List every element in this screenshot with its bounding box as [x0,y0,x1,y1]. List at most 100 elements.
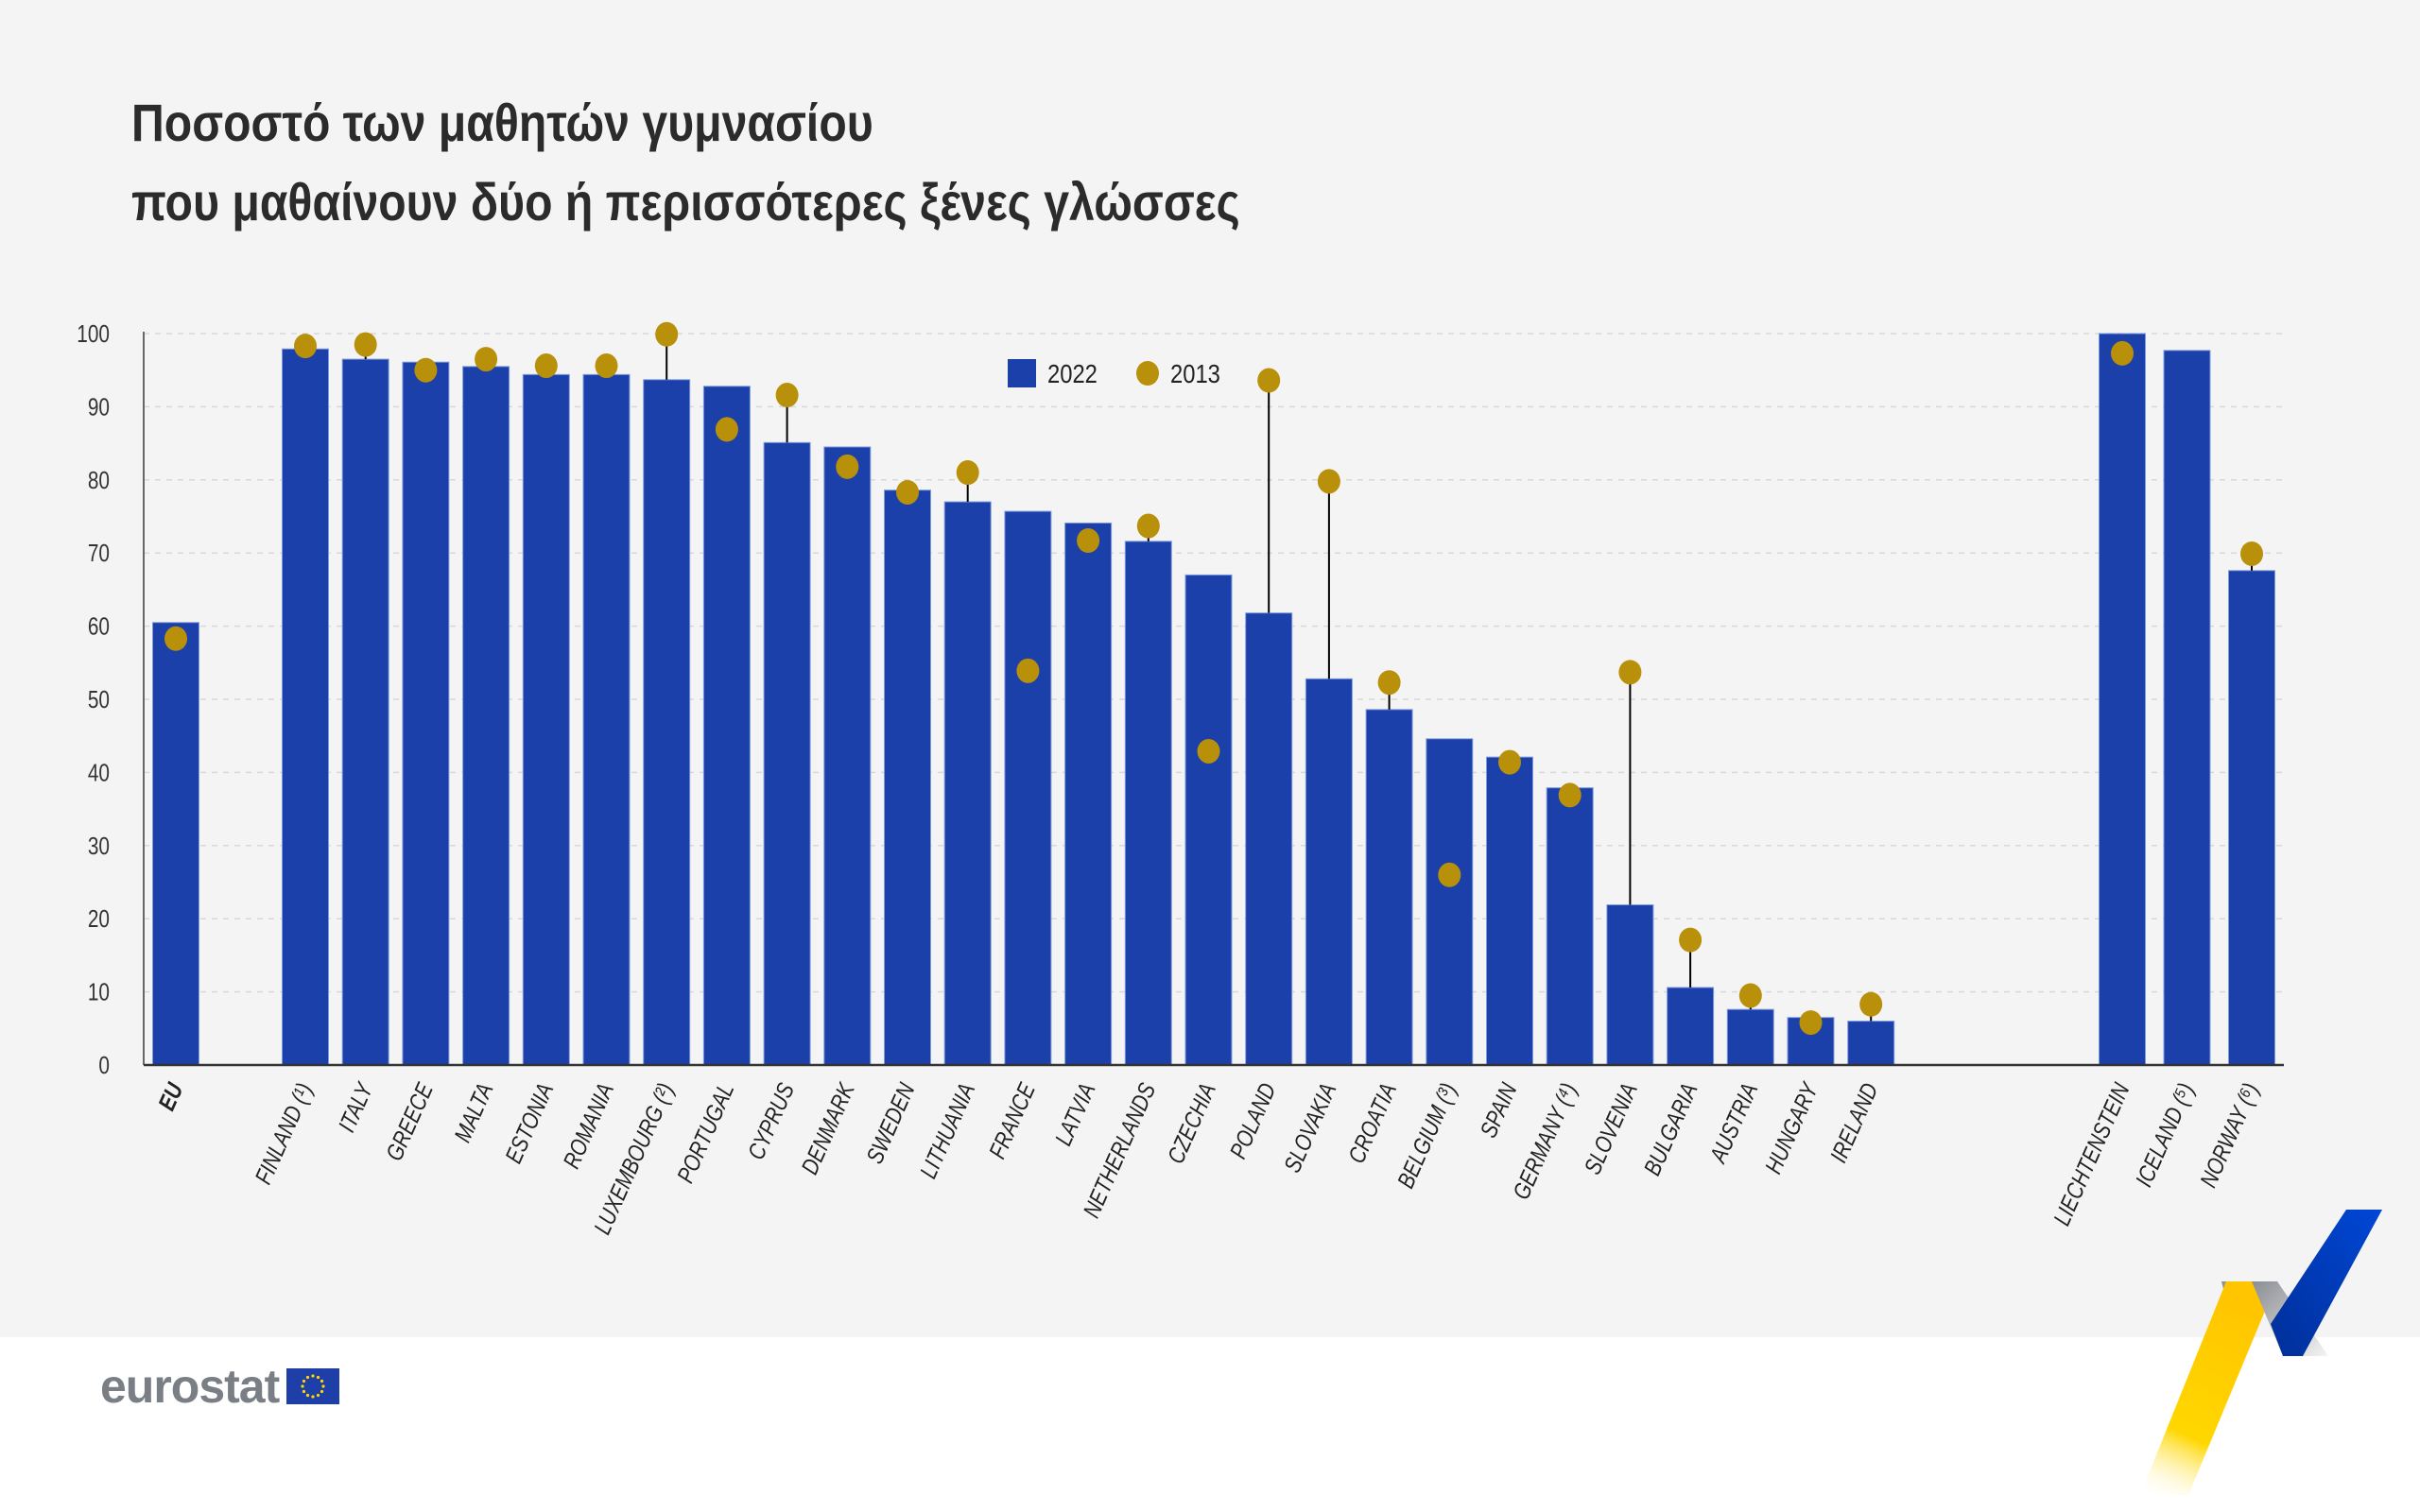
legend-label-2013: 2013 [1170,358,1220,388]
dot-2013 [2111,340,2134,366]
bar-2022 [152,622,199,1066]
dot-2013 [414,357,438,383]
dot-2013 [1257,368,1281,393]
dot-2013 [1197,738,1220,764]
x-tick-label: CZECHIA [1162,1079,1221,1168]
bar-2022 [884,490,931,1066]
dot-2013 [475,347,498,372]
title-line-1: Ποσοστό των μαθητών γυμνασίου [131,93,873,152]
dot-2013 [1498,749,1521,775]
x-tick-label: SLOVENIA [1579,1079,1643,1178]
bar-2022 [1365,709,1413,1066]
x-tick-label: SPAIN [1475,1078,1523,1142]
dot-2013 [715,417,738,442]
bar-2022 [1004,510,1052,1066]
dot-2013 [534,353,558,379]
x-tick-label: DENMARK [796,1077,860,1178]
bar-2022 [1184,574,1233,1066]
x-tick-label: MALTA [449,1079,499,1146]
dot-2013 [1799,1010,1823,1036]
x-tick-label: FINLAND (¹) [250,1079,318,1189]
legend-label-2022: 2022 [1047,358,1098,388]
chart: 0 10 20 30 40 50 60 70 80 90 100 EU FINLAND (¹) ITALY… [77,320,2284,1238]
x-tick-label: LATVIA [1049,1079,1100,1150]
bar-2022 [823,446,872,1066]
eurostat-logo-text: eurostat [100,1360,280,1413]
x-tick-label: ESTONIA [499,1079,558,1167]
dot-2013 [164,626,187,651]
dot-2013 [1618,660,1642,685]
y-tick-label: 40 [88,759,110,786]
bar-2022 [2099,333,2146,1066]
bar-2022 [1064,522,1113,1066]
bar-2022 [702,386,751,1066]
dot-2013 [1317,469,1340,494]
x-tick-label: SWEDEN [860,1078,920,1167]
y-tick-label: 0 [98,1052,110,1079]
bar-2022 [1124,541,1172,1066]
bar-2022 [2163,350,2211,1066]
dot-2013 [655,321,679,347]
x-tick-label: BELGIUM (³) [1392,1079,1461,1193]
bar-2022 [1606,903,1654,1066]
x-tick-label: AUSTRIA [1703,1079,1763,1168]
bar-2022 [582,373,631,1066]
x-tick-label: IRELAND [1824,1079,1883,1167]
dot-2013 [896,479,919,505]
x-tick-label: PORTUGAL [671,1079,739,1187]
x-tick-label: ICELAND (⁵) [2130,1079,2199,1191]
dot-2013 [1859,991,1883,1017]
eurostat-logo: eurostat [100,1359,340,1414]
x-tick-label: HUNGARY [1759,1077,1824,1177]
bar-2022 [1667,987,1715,1066]
y-tick-label: 60 [88,612,110,640]
bar-2022 [1305,678,1353,1066]
bar-2022 [282,348,329,1066]
bar-2022 [1426,738,1474,1066]
dot-2013 [354,332,377,357]
x-tick-label: CROATIA [1342,1079,1401,1167]
bar-2022 [1847,1021,1895,1066]
y-tick-label: 50 [88,686,110,713]
bar-2022 [1245,612,1293,1066]
bar-2022 [341,358,389,1066]
bar-2022 [402,361,450,1066]
x-tick-label: SLOVAKIA [1278,1079,1341,1177]
dot-2013 [595,353,618,379]
dot-2013 [294,334,317,359]
bar-2022 [2228,570,2275,1066]
title-line-2: που μαθαίνουν δύο ή περισσότερες ξένες γ… [131,172,1240,232]
y-tick-label: 20 [88,905,110,933]
x-tick-label: FRANCE [983,1078,1041,1162]
dot-2013 [1136,513,1160,539]
legend-swatch-2022 [1008,359,1036,387]
y-tick-label: 80 [88,467,110,494]
x-tick-label: GREECE [380,1078,438,1164]
dot-2013 [1558,782,1582,808]
x-tick-label: POLAND [1224,1079,1281,1163]
y-tick-label: 30 [88,833,110,860]
bar-2022 [1486,756,1533,1066]
eu-flag-icon [286,1368,340,1404]
bar-2022 [643,379,691,1066]
x-tick-label: CYPRUS [742,1079,800,1164]
y-tick-label: 70 [88,540,110,567]
bar-2022 [522,373,570,1066]
dot-2013 [775,383,799,408]
legend-marker-2013 [1136,361,1159,386]
chart-title: Ποσοστό των μαθητών γυμνασίου που μαθαίν… [131,83,1240,242]
x-tick-label: ITALY [333,1077,378,1136]
dot-2013 [1738,983,1762,1008]
dot-2013 [956,460,979,486]
x-tick-label: NORWAY (⁶) [2194,1079,2264,1192]
dot-2013 [2240,541,2263,566]
footer [0,1210,2420,1512]
bar-2022 [943,501,992,1066]
x-tick-label: ROMANIA [558,1079,619,1173]
bar-2022 [1726,1008,1774,1066]
x-tick-label: LIECHTENSTEIN [2048,1078,2135,1229]
dot-2013 [1438,862,1461,887]
y-tick-label: 10 [88,978,110,1005]
dot-2013 [1679,927,1703,953]
eurostat-ribbon-graphic [2140,1210,2382,1495]
